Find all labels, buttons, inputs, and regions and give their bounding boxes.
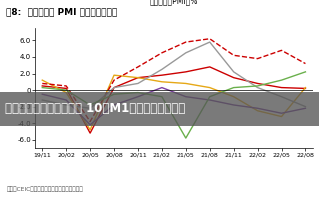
Text: 图8:  东盟制造业 PMI 仍然在较高水平: 图8: 东盟制造业 PMI 仍然在较高水平: [6, 7, 118, 17]
Title: 全球制造业PMI，%: 全球制造业PMI，%: [150, 0, 198, 5]
Text: 存量购房需求阶段性释放 10月M1增速年内首次回升: 存量购房需求阶段性释放 10月M1增速年内首次回升: [5, 102, 185, 116]
Text: 来源：CEIC，兴业证券经济与金融研究院整理: 来源：CEIC，兴业证券经济与金融研究院整理: [6, 186, 83, 192]
